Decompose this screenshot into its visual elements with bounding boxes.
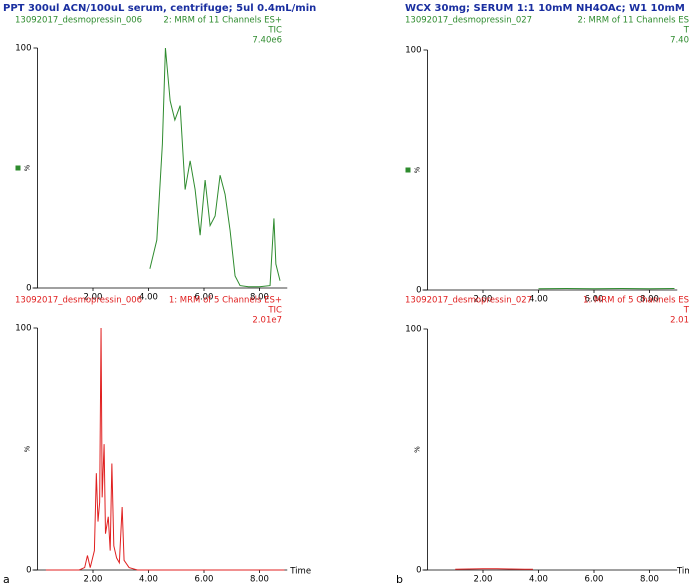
x-tick-label: 6.00: [195, 293, 214, 303]
x-tick-label: 4.00: [529, 575, 548, 585]
channel: 2: MRM of 11 Channels ES: [578, 16, 689, 26]
y-axis-label: %: [24, 164, 32, 171]
channel: 1: MRM of 5 Channels ES: [583, 296, 689, 306]
sample-name: 13092017_desmopressin_006: [15, 16, 142, 26]
x-tick-label: 8.00: [250, 293, 269, 303]
channel: 2: MRM of 11 Channels ES+: [163, 16, 282, 26]
x-axis-label: Tim: [676, 567, 689, 577]
panel-title: PPT 300ul ACN/100uL serum, centrifuge; 5…: [3, 3, 316, 14]
chromatogram-line: [149, 47, 281, 288]
x-axis-label: Time: [289, 567, 311, 577]
y-tick-label: 0: [416, 566, 421, 576]
x-tick-label: 4.00: [529, 295, 548, 305]
x-tick-label: 6.00: [585, 575, 604, 585]
trace: T: [683, 306, 689, 316]
y-tick-label: 100: [405, 325, 421, 335]
x-tick-label: 6.00: [195, 575, 214, 585]
x-tick-label: 2.00: [474, 575, 493, 585]
y-axis-label: %: [414, 166, 422, 173]
y-tick-label: 100: [405, 46, 421, 56]
y-axis-label: %: [414, 446, 422, 453]
x-tick-label: 2.00: [84, 575, 103, 585]
legend-marker: [405, 167, 411, 173]
legend-marker: [15, 165, 21, 171]
sample-name: 13092017_desmopressin_006: [15, 296, 142, 306]
intensity: 2.01e7: [252, 316, 282, 326]
x-tick-label: 4.00: [139, 293, 158, 303]
channel: 1: MRM of 5 Channels ES+: [169, 296, 282, 306]
x-tick-label: 8.00: [640, 575, 659, 585]
trace: TIC: [267, 26, 282, 36]
x-tick-label: 4.00: [139, 575, 158, 585]
y-tick-label: 100: [15, 324, 31, 334]
y-tick-label: 0: [26, 284, 31, 294]
panel-label: a: [3, 573, 10, 586]
intensity: 2.01: [670, 316, 689, 326]
sample-name: 13092017_desmopressin_027: [405, 296, 532, 306]
panel-title: WCX 30mg; SERUM 1:1 10mM NH4OAc; W1 10mM…: [405, 3, 689, 14]
intensity: 7.40e6: [252, 36, 282, 46]
y-tick-label: 0: [26, 566, 31, 576]
y-axis-label: %: [24, 445, 32, 452]
y-tick-label: 100: [15, 44, 31, 54]
trace: T: [683, 26, 689, 36]
chromatogram-line: [45, 327, 285, 571]
sample-name: 13092017_desmopressin_027: [405, 16, 532, 26]
trace: TIC: [267, 306, 282, 316]
x-tick-label: 6.00: [585, 295, 604, 305]
intensity: 7.40: [670, 36, 689, 46]
panel-label: b: [396, 573, 403, 586]
x-tick-label: 2.00: [474, 295, 493, 305]
y-tick-label: 0: [416, 286, 421, 296]
x-tick-label: 2.00: [84, 293, 103, 303]
x-tick-label: 8.00: [640, 295, 659, 305]
x-tick-label: 8.00: [250, 575, 269, 585]
